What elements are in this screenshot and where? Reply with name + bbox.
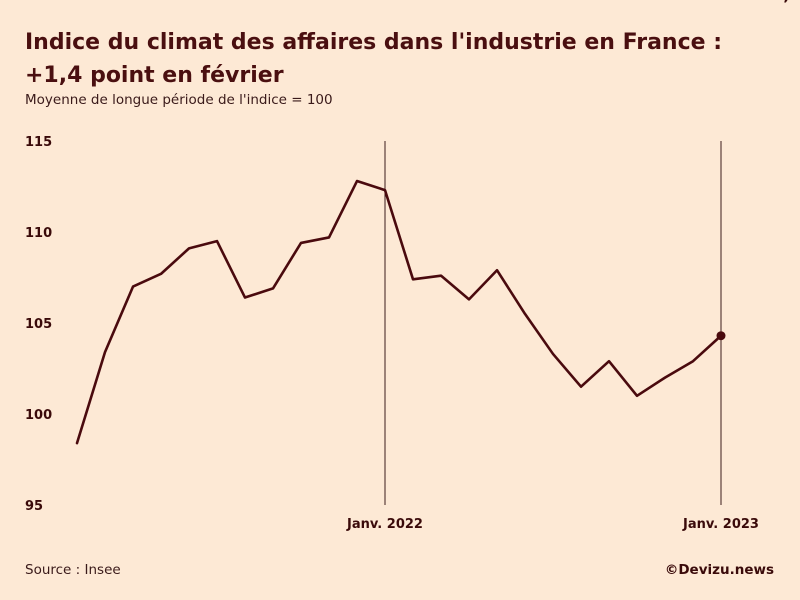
y-tick-label: 100 [25,408,52,423]
x-marker-label: Janv. 2022 [346,517,423,532]
y-tick-label: 105 [25,317,52,332]
source-note: Source : Insee [25,562,121,578]
last-point-marker [716,331,726,341]
credit-note: ©Devizu.news [664,562,774,578]
y-tick-label: 95 [25,499,43,514]
y-tick-label: 110 [25,226,52,241]
y-tick-label: 115 [25,135,52,150]
chart-subtitle: Moyenne de longue période de l'indice = … [25,92,333,108]
series-line [75,179,723,445]
last-value-label: 104,3 [750,0,800,4]
chart-title: Indice du climat des affaires dans l'ind… [25,30,723,88]
x-marker-label: Janv. 2023 [682,517,759,532]
